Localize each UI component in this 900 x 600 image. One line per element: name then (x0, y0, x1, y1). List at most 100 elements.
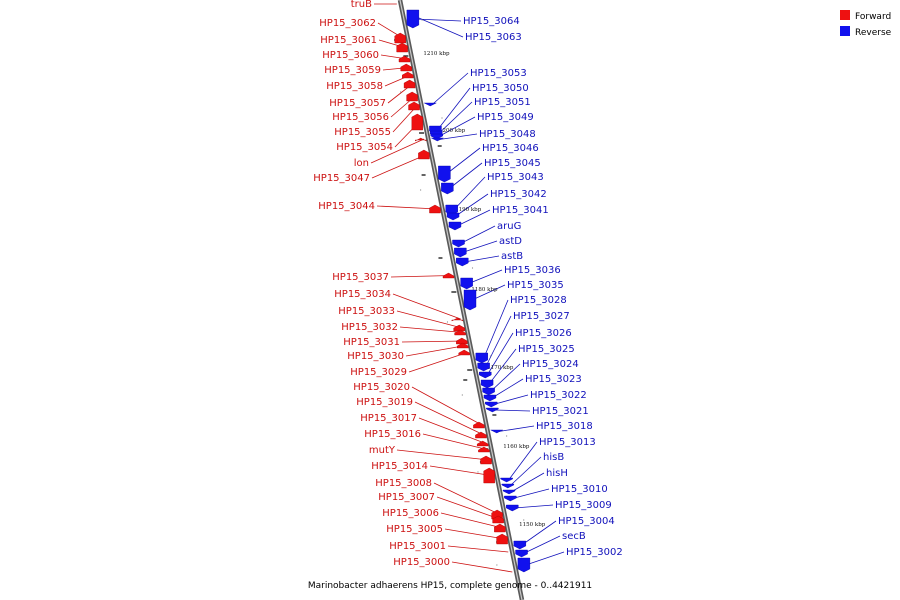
reverse-gene-feature[interactable] (448, 221, 462, 231)
forward-gene-label[interactable]: HP15_3031 (343, 337, 400, 348)
forward-gene-label[interactable]: HP15_3058 (326, 81, 383, 92)
reverse-gene-label[interactable]: hisH (546, 468, 568, 479)
reverse-gene-label[interactable]: aruG (497, 221, 521, 232)
reverse-gene-label[interactable]: HP15_3049 (477, 112, 534, 123)
reverse-gene-label[interactable]: HP15_3046 (482, 143, 539, 154)
forward-gene-feature[interactable] (403, 79, 416, 89)
reverse-gene-feature[interactable] (490, 429, 503, 434)
forward-gene-feature[interactable] (454, 329, 466, 336)
forward-gene-feature[interactable] (476, 440, 489, 447)
forward-gene-label[interactable]: HP15_3034 (334, 289, 391, 300)
reverse-gene-label[interactable]: HP15_3051 (474, 97, 531, 108)
forward-gene-label[interactable]: mutY (369, 445, 396, 456)
forward-gene-feature[interactable] (480, 455, 492, 465)
reverse-gene-feature[interactable] (502, 489, 516, 495)
reverse-gene-label[interactable]: astD (499, 236, 522, 247)
reverse-gene-feature[interactable] (480, 379, 494, 389)
forward-gene-feature[interactable] (475, 431, 487, 439)
forward-gene-label[interactable]: HP15_3060 (322, 50, 379, 61)
reverse-gene-label[interactable]: HP15_3027 (513, 311, 570, 322)
forward-gene-label[interactable]: HP15_3005 (386, 524, 443, 535)
forward-gene-feature[interactable] (418, 149, 430, 160)
reverse-gene-label[interactable]: HP15_3045 (484, 158, 541, 169)
reverse-gene-label[interactable]: HP15_3028 (510, 295, 567, 306)
reverse-gene-label[interactable]: HP15_3018 (536, 421, 593, 432)
reverse-gene-label[interactable]: HP15_3064 (463, 16, 520, 27)
reverse-gene-feature[interactable] (515, 549, 528, 558)
reverse-gene-label[interactable]: HP15_3035 (507, 280, 564, 291)
reverse-gene-label[interactable]: HP15_3053 (470, 68, 527, 79)
forward-gene-label[interactable]: HP15_3014 (371, 461, 428, 472)
forward-gene-label[interactable]: HP15_3061 (320, 35, 377, 46)
reverse-gene-feature[interactable] (452, 239, 465, 248)
reverse-gene-label[interactable]: HP15_3025 (518, 344, 575, 355)
reverse-gene-feature[interactable] (501, 483, 515, 489)
forward-gene-feature[interactable] (456, 337, 468, 345)
forward-gene-label[interactable]: HP15_3030 (347, 351, 404, 362)
forward-gene-feature[interactable] (453, 324, 465, 332)
forward-gene-feature[interactable] (442, 272, 455, 279)
reverse-gene-feature[interactable] (446, 212, 460, 221)
reverse-gene-feature[interactable] (456, 257, 469, 267)
forward-gene-feature[interactable] (402, 71, 414, 79)
reverse-gene-feature[interactable] (430, 133, 443, 140)
reverse-gene-label[interactable]: HP15_3050 (472, 83, 529, 94)
reverse-gene-label[interactable]: astB (501, 251, 523, 262)
forward-gene-label[interactable]: HP15_3055 (334, 127, 391, 138)
reverse-gene-feature[interactable] (460, 277, 473, 290)
reverse-gene-feature[interactable] (431, 137, 444, 142)
forward-gene-feature[interactable] (492, 515, 504, 524)
reverse-gene-label[interactable]: HP15_3036 (504, 265, 561, 276)
forward-gene-feature[interactable] (394, 32, 406, 44)
forward-gene-label[interactable]: HP15_3008 (375, 478, 432, 489)
forward-gene-label[interactable]: HP15_3016 (364, 429, 421, 440)
forward-gene-label[interactable]: HP15_3044 (318, 201, 375, 212)
reverse-gene-feature[interactable] (500, 477, 513, 483)
forward-gene-label[interactable]: HP15_3054 (336, 142, 393, 153)
forward-gene-label[interactable]: HP15_3057 (329, 98, 386, 109)
forward-gene-feature[interactable] (496, 533, 508, 545)
reverse-gene-label[interactable]: HP15_3002 (566, 547, 623, 558)
reverse-gene-label[interactable]: HP15_3009 (555, 500, 612, 511)
forward-gene-label[interactable]: HP15_3029 (350, 367, 407, 378)
forward-gene-label[interactable]: lon (354, 158, 369, 169)
reverse-gene-feature[interactable] (479, 371, 492, 379)
reverse-gene-feature[interactable] (406, 9, 420, 29)
reverse-gene-label[interactable]: hisB (543, 452, 564, 463)
reverse-gene-feature[interactable] (424, 102, 437, 107)
reverse-gene-feature[interactable] (454, 247, 467, 258)
forward-gene-feature[interactable] (457, 342, 469, 349)
reverse-gene-label[interactable]: HP15_3042 (490, 189, 547, 200)
forward-gene-feature[interactable] (473, 421, 485, 429)
reverse-gene-label[interactable]: HP15_3023 (525, 374, 582, 385)
forward-gene-label[interactable]: HP15_3037 (332, 272, 389, 283)
forward-gene-feature[interactable] (415, 137, 427, 142)
forward-gene-label[interactable]: HP15_3047 (313, 173, 370, 184)
forward-gene-label[interactable]: HP15_3062 (319, 18, 376, 29)
forward-gene-label[interactable]: HP15_3019 (356, 397, 413, 408)
forward-gene-feature[interactable] (478, 446, 490, 453)
reverse-gene-label[interactable]: HP15_3022 (530, 390, 587, 401)
reverse-gene-feature[interactable] (483, 394, 497, 402)
forward-gene-label[interactable]: HP15_3020 (353, 382, 410, 393)
reverse-gene-feature[interactable] (513, 540, 527, 550)
reverse-gene-label[interactable]: HP15_3043 (487, 172, 544, 183)
forward-gene-feature[interactable] (408, 101, 420, 111)
forward-gene-feature[interactable] (483, 467, 495, 484)
reverse-gene-label[interactable]: secB (562, 531, 586, 542)
reverse-gene-label[interactable]: HP15_3010 (551, 484, 608, 495)
reverse-gene-label[interactable]: HP15_3004 (558, 516, 615, 527)
reverse-gene-label[interactable]: HP15_3013 (539, 437, 596, 448)
forward-gene-feature[interactable] (458, 349, 470, 356)
reverse-gene-feature[interactable] (438, 165, 451, 183)
reverse-gene-feature[interactable] (482, 387, 495, 396)
reverse-gene-feature[interactable] (475, 352, 488, 364)
forward-gene-label[interactable]: HP15_3056 (332, 112, 389, 123)
reverse-gene-feature[interactable] (463, 289, 477, 311)
forward-gene-label[interactable]: HP15_3059 (324, 65, 381, 76)
forward-gene-label[interactable]: HP15_3033 (338, 306, 395, 317)
reverse-gene-feature[interactable] (506, 504, 519, 512)
forward-gene-label[interactable]: HP15_3017 (360, 413, 417, 424)
reverse-gene-label[interactable]: HP15_3024 (522, 359, 579, 370)
forward-gene-label[interactable]: HP15_3032 (341, 322, 398, 333)
